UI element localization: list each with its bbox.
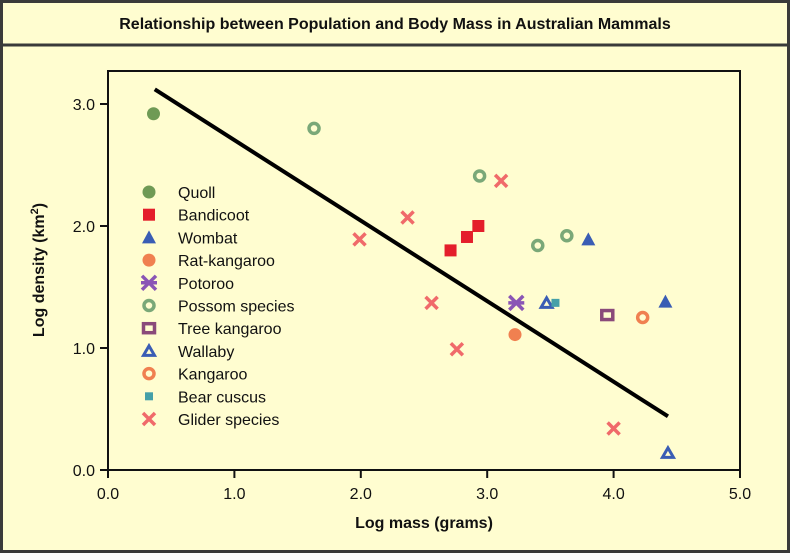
legend-marker-tree-kangaroo <box>141 321 157 335</box>
y-axis-label-sup: 2 <box>29 208 41 214</box>
legend-marker-kangaroo <box>142 366 156 381</box>
legend-marker-rat-kangaroo <box>142 253 156 267</box>
data-point-kangaroo <box>635 310 650 325</box>
data-point-quoll <box>147 107 161 121</box>
legend-label-possom-species: Possom species <box>178 299 295 316</box>
data-point-wombat <box>658 294 673 308</box>
plot-frame <box>107 70 741 471</box>
legend-label-rat-kangaroo: Rat-kangaroo <box>178 253 275 270</box>
data-point-wallaby <box>659 444 677 459</box>
data-point-wombat <box>581 232 596 246</box>
data-point-possom-species <box>472 169 487 183</box>
data-point-glider-species <box>400 210 415 225</box>
legend-label-potoroo: Potoroo <box>178 276 234 293</box>
y-axis-label-close: ) <box>31 203 48 208</box>
legend-label-bear-cuscus: Bear cuscus <box>178 389 266 406</box>
legend-label-tree-kangaroo: Tree kangaroo <box>178 321 282 338</box>
data-point-potoroo <box>508 294 525 312</box>
y-tick-label: 2.0 <box>73 219 95 236</box>
x-tick-label: 5.0 <box>729 486 751 503</box>
data-point-possom-species <box>560 229 574 243</box>
legend: Quoll Bandicoot Wombat Rat-kangaroo Potoroo P… <box>140 185 295 429</box>
legend-label-kangaroo: Kangaroo <box>178 367 247 384</box>
data-point-glider-species <box>352 232 367 247</box>
y-tick-label: 3.0 <box>73 97 95 114</box>
legend-marker-wallaby <box>140 342 158 357</box>
legend-label-bandicoot: Bandicoot <box>178 208 250 225</box>
data-point-possom-species <box>307 121 321 136</box>
data-point-bandicoot <box>472 220 485 232</box>
x-tick-label: 4.0 <box>602 486 624 503</box>
legend-label-glider-species: Glider species <box>178 412 279 429</box>
x-tick-label: 0.0 <box>97 486 119 503</box>
data-point-wallaby <box>538 294 555 309</box>
legend-marker-potoroo <box>140 274 158 292</box>
y-tick-label: 1.0 <box>73 341 95 358</box>
data-point-rat-kangaroo <box>508 328 522 342</box>
chart-title: Relationship between Population and Body… <box>119 16 671 33</box>
trendline <box>153 87 670 419</box>
legend-label-wallaby: Wallaby <box>178 344 234 361</box>
data-point-tree-kangaroo <box>600 308 615 322</box>
data-point-glider-species <box>449 341 465 357</box>
legend-marker-wombat <box>142 230 156 244</box>
legend-marker-quoll <box>142 185 156 199</box>
data-point-bandicoot <box>460 230 473 243</box>
data-point-bear-cuscus <box>551 298 560 307</box>
x-tick-label: 3.0 <box>476 486 498 503</box>
y-tick-label: 0.0 <box>73 463 95 480</box>
legend-marker-possom-species <box>142 298 156 313</box>
data-point-glider-species <box>606 421 621 436</box>
legend-marker-glider-species <box>141 411 157 427</box>
x-tick-label: 1.0 <box>223 486 245 503</box>
legend-marker-bandicoot <box>143 208 155 221</box>
legend-label-quoll: Quoll <box>178 185 215 202</box>
data-point-bandicoot <box>444 244 457 257</box>
legend-label-wombat: Wombat <box>178 230 238 247</box>
legend-marker-bear-cuscus <box>145 392 153 401</box>
data-point-possom-species <box>531 238 545 253</box>
y-axis-label: Log density (km2) <box>29 203 48 337</box>
x-axis-label: Log mass (grams) <box>355 515 493 532</box>
data-point-glider-species <box>424 295 439 311</box>
y-axis-label-main: Log density (km <box>31 214 48 337</box>
x-tick-label: 2.0 <box>350 486 372 503</box>
data-point-glider-species <box>493 173 509 189</box>
